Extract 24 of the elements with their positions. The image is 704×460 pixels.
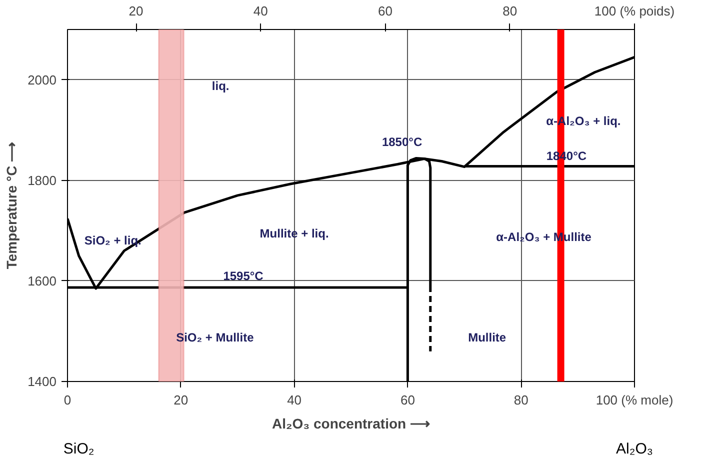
text: Al₂O₃ <box>616 440 653 458</box>
x-tick-label: 0 <box>64 392 72 408</box>
annotation: SiO₂ + Mullite <box>176 330 254 344</box>
x-tick-label: 60 <box>400 392 415 408</box>
x-tick-label: 40 <box>287 392 302 408</box>
y-axis-title: Temperature °C ⟶ <box>4 142 20 270</box>
y-tick-label: 1600 <box>28 273 56 288</box>
x2-tick-label: 40 <box>253 4 268 18</box>
x-tick-label: 100 (% mole) <box>596 392 674 408</box>
annotation: Mullite <box>468 330 506 344</box>
y-tick-label: 2000 <box>28 72 56 88</box>
annotation: 1595°C <box>223 268 264 283</box>
x-tick-label: 80 <box>514 392 528 408</box>
y-tick-label: 1800 <box>28 172 56 188</box>
annotation: SiO₂ + liq. <box>84 234 142 248</box>
x-axis-title: Al₂O₃ concentration ⟶ <box>272 416 430 432</box>
text: SiO₂ <box>63 440 94 458</box>
x2-tick-label: 80 <box>502 4 518 18</box>
x-tick-label: 20 <box>174 392 188 408</box>
annotation: liq. <box>212 78 230 93</box>
x2-tick-label: 100 (% poids) <box>594 4 675 18</box>
x2-tick-label: 20 <box>128 4 144 18</box>
y-tick-label: 1400 <box>28 374 56 389</box>
x2-tick-label: 60 <box>378 4 393 18</box>
